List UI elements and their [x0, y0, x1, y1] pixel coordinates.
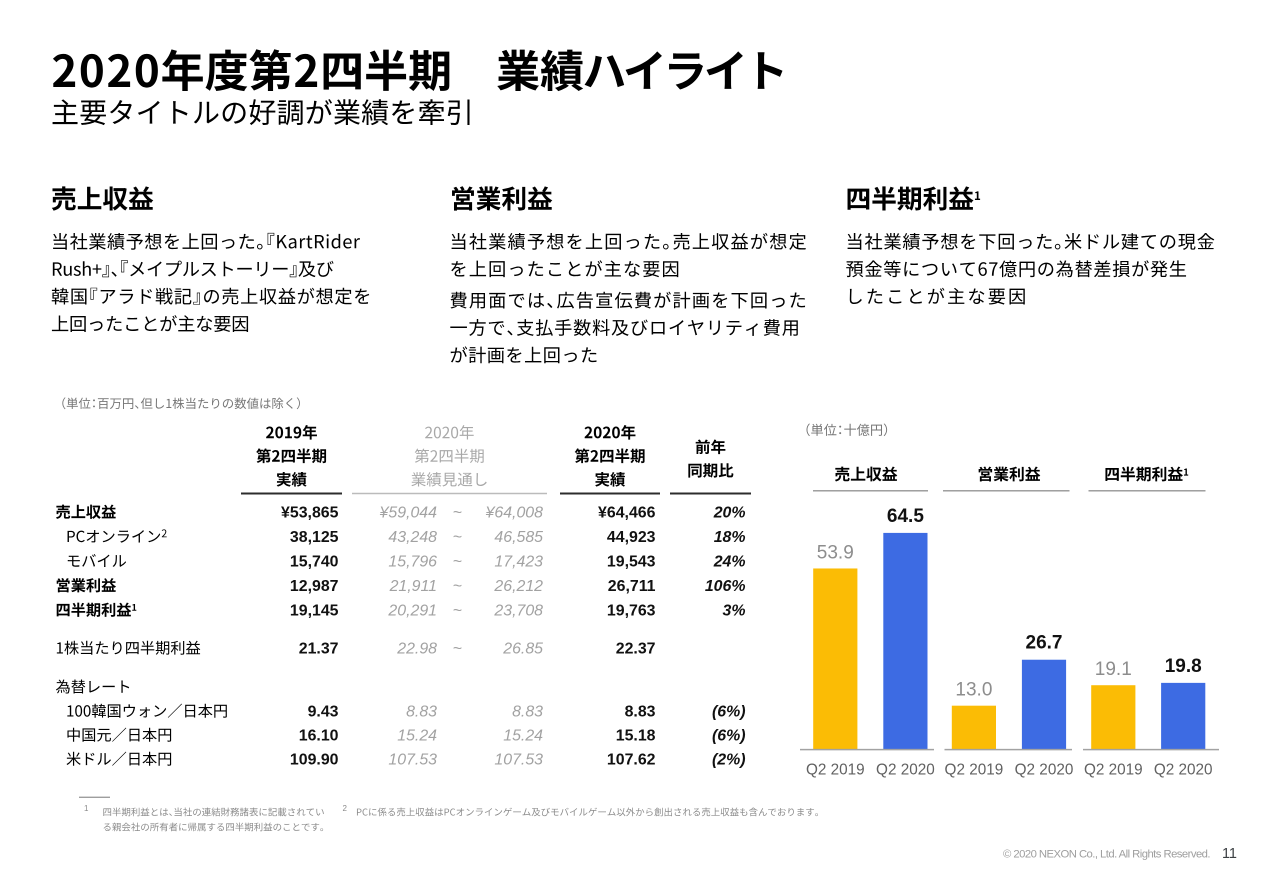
svg-text:15,796: 15,796 — [388, 554, 437, 571]
svg-text:~: ~ — [453, 641, 462, 658]
svg-text:44,923: 44,923 — [607, 529, 656, 546]
svg-text:~: ~ — [453, 578, 462, 595]
svg-text:19.8: 19.8 — [1165, 656, 1202, 677]
svg-text:107.53: 107.53 — [494, 752, 543, 769]
svg-text:© 2020 NEXON Co., Ltd. All Rig: © 2020 NEXON Co., Ltd. All Rights Reserv… — [1003, 849, 1210, 861]
svg-text:13.0: 13.0 — [955, 679, 992, 700]
svg-text:20,291: 20,291 — [387, 603, 437, 620]
svg-text:26.7: 26.7 — [1026, 633, 1063, 654]
svg-text:19,145: 19,145 — [290, 603, 339, 620]
svg-text:16.10: 16.10 — [299, 728, 339, 745]
svg-text:15.24: 15.24 — [397, 728, 437, 745]
svg-text:26,212: 26,212 — [493, 578, 543, 595]
svg-text:~: ~ — [453, 603, 462, 620]
svg-text:~: ~ — [453, 529, 462, 546]
svg-text:24%: 24% — [713, 554, 746, 571]
svg-text:21.37: 21.37 — [299, 641, 339, 658]
svg-text:Q2 2019: Q2 2019 — [1084, 762, 1143, 779]
svg-text:21,911: 21,911 — [389, 578, 437, 595]
svg-text:46,585: 46,585 — [494, 529, 543, 546]
svg-text:3%: 3% — [723, 603, 746, 620]
svg-text:64.5: 64.5 — [887, 506, 924, 527]
svg-text:20%: 20% — [713, 505, 746, 522]
svg-text:43,248: 43,248 — [388, 529, 437, 546]
svg-text:53.9: 53.9 — [817, 542, 854, 563]
svg-text:15,740: 15,740 — [290, 554, 339, 571]
svg-text:8.83: 8.83 — [625, 704, 656, 721]
svg-text:(2%): (2%) — [712, 752, 746, 769]
svg-text:~: ~ — [453, 554, 462, 571]
svg-text:2: 2 — [343, 804, 348, 813]
svg-text:107.62: 107.62 — [607, 752, 656, 769]
svg-text:12,987: 12,987 — [290, 578, 339, 595]
svg-text:1: 1 — [84, 804, 89, 813]
svg-text:19,763: 19,763 — [607, 603, 656, 620]
svg-text:Q2 2020: Q2 2020 — [1015, 762, 1074, 779]
svg-text:18%: 18% — [714, 529, 746, 546]
svg-text:Q2 2020: Q2 2020 — [1154, 762, 1213, 779]
svg-text:26.85: 26.85 — [502, 641, 543, 658]
svg-text:Q2 2019: Q2 2019 — [806, 762, 865, 779]
svg-text:Q2 2020: Q2 2020 — [876, 762, 935, 779]
svg-text:109.90: 109.90 — [290, 752, 339, 769]
svg-text:¥64,466: ¥64,466 — [598, 505, 656, 522]
svg-text:23,708: 23,708 — [493, 603, 543, 620]
svg-text:¥53,865: ¥53,865 — [281, 505, 339, 522]
svg-text:9.43: 9.43 — [308, 704, 339, 721]
svg-text:8.83: 8.83 — [512, 704, 543, 721]
svg-text:¥64,008: ¥64,008 — [486, 505, 544, 522]
svg-text:19,543: 19,543 — [607, 554, 656, 571]
svg-text:22.98: 22.98 — [396, 641, 437, 658]
svg-text:26,711: 26,711 — [608, 578, 656, 595]
svg-text:¥59,044: ¥59,044 — [380, 505, 438, 522]
svg-text:17,423: 17,423 — [494, 554, 543, 571]
svg-text:106%: 106% — [705, 578, 746, 595]
svg-text:~: ~ — [453, 505, 462, 522]
svg-text:8.83: 8.83 — [406, 704, 437, 721]
svg-text:38,125: 38,125 — [290, 529, 339, 546]
svg-text:(6%): (6%) — [712, 728, 746, 745]
svg-text:107.53: 107.53 — [388, 752, 437, 769]
svg-text:15.18: 15.18 — [616, 728, 656, 745]
svg-text:(6%): (6%) — [712, 704, 746, 721]
svg-text:22.37: 22.37 — [616, 641, 656, 658]
svg-text:15.24: 15.24 — [503, 728, 543, 745]
svg-text:19.1: 19.1 — [1095, 659, 1132, 680]
svg-text:Q2 2019: Q2 2019 — [945, 762, 1004, 779]
svg-text:11: 11 — [1222, 846, 1237, 862]
